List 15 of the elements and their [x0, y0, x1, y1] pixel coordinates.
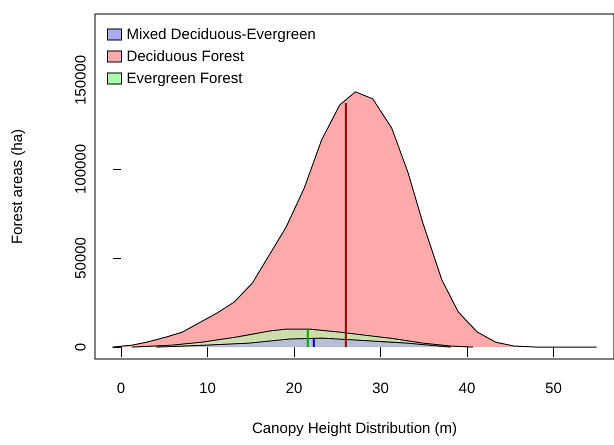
y-tick-label: 100000: [72, 144, 90, 194]
x-tick-label: 20: [286, 380, 302, 397]
y-axis-title: Forest areas (ha): [9, 128, 26, 244]
y-tick-label: 50000: [72, 237, 90, 279]
legend-label: Deciduous Forest: [126, 48, 245, 65]
y-tick-label: 0: [72, 342, 90, 352]
legend-label: Mixed Deciduous-Evergreen: [126, 26, 316, 43]
x-axis-title: Canopy Height Distribution (m): [252, 420, 458, 437]
y-tick-label: 150000: [72, 54, 90, 105]
x-tick-label: 30: [372, 380, 389, 397]
x-tick-label: 50: [545, 380, 562, 397]
x-tick-label: 40: [458, 380, 476, 397]
x-tick-label: 0: [116, 380, 126, 397]
x-tick-label: 10: [199, 380, 216, 397]
legend-label: Evergreen Forest: [126, 70, 244, 87]
